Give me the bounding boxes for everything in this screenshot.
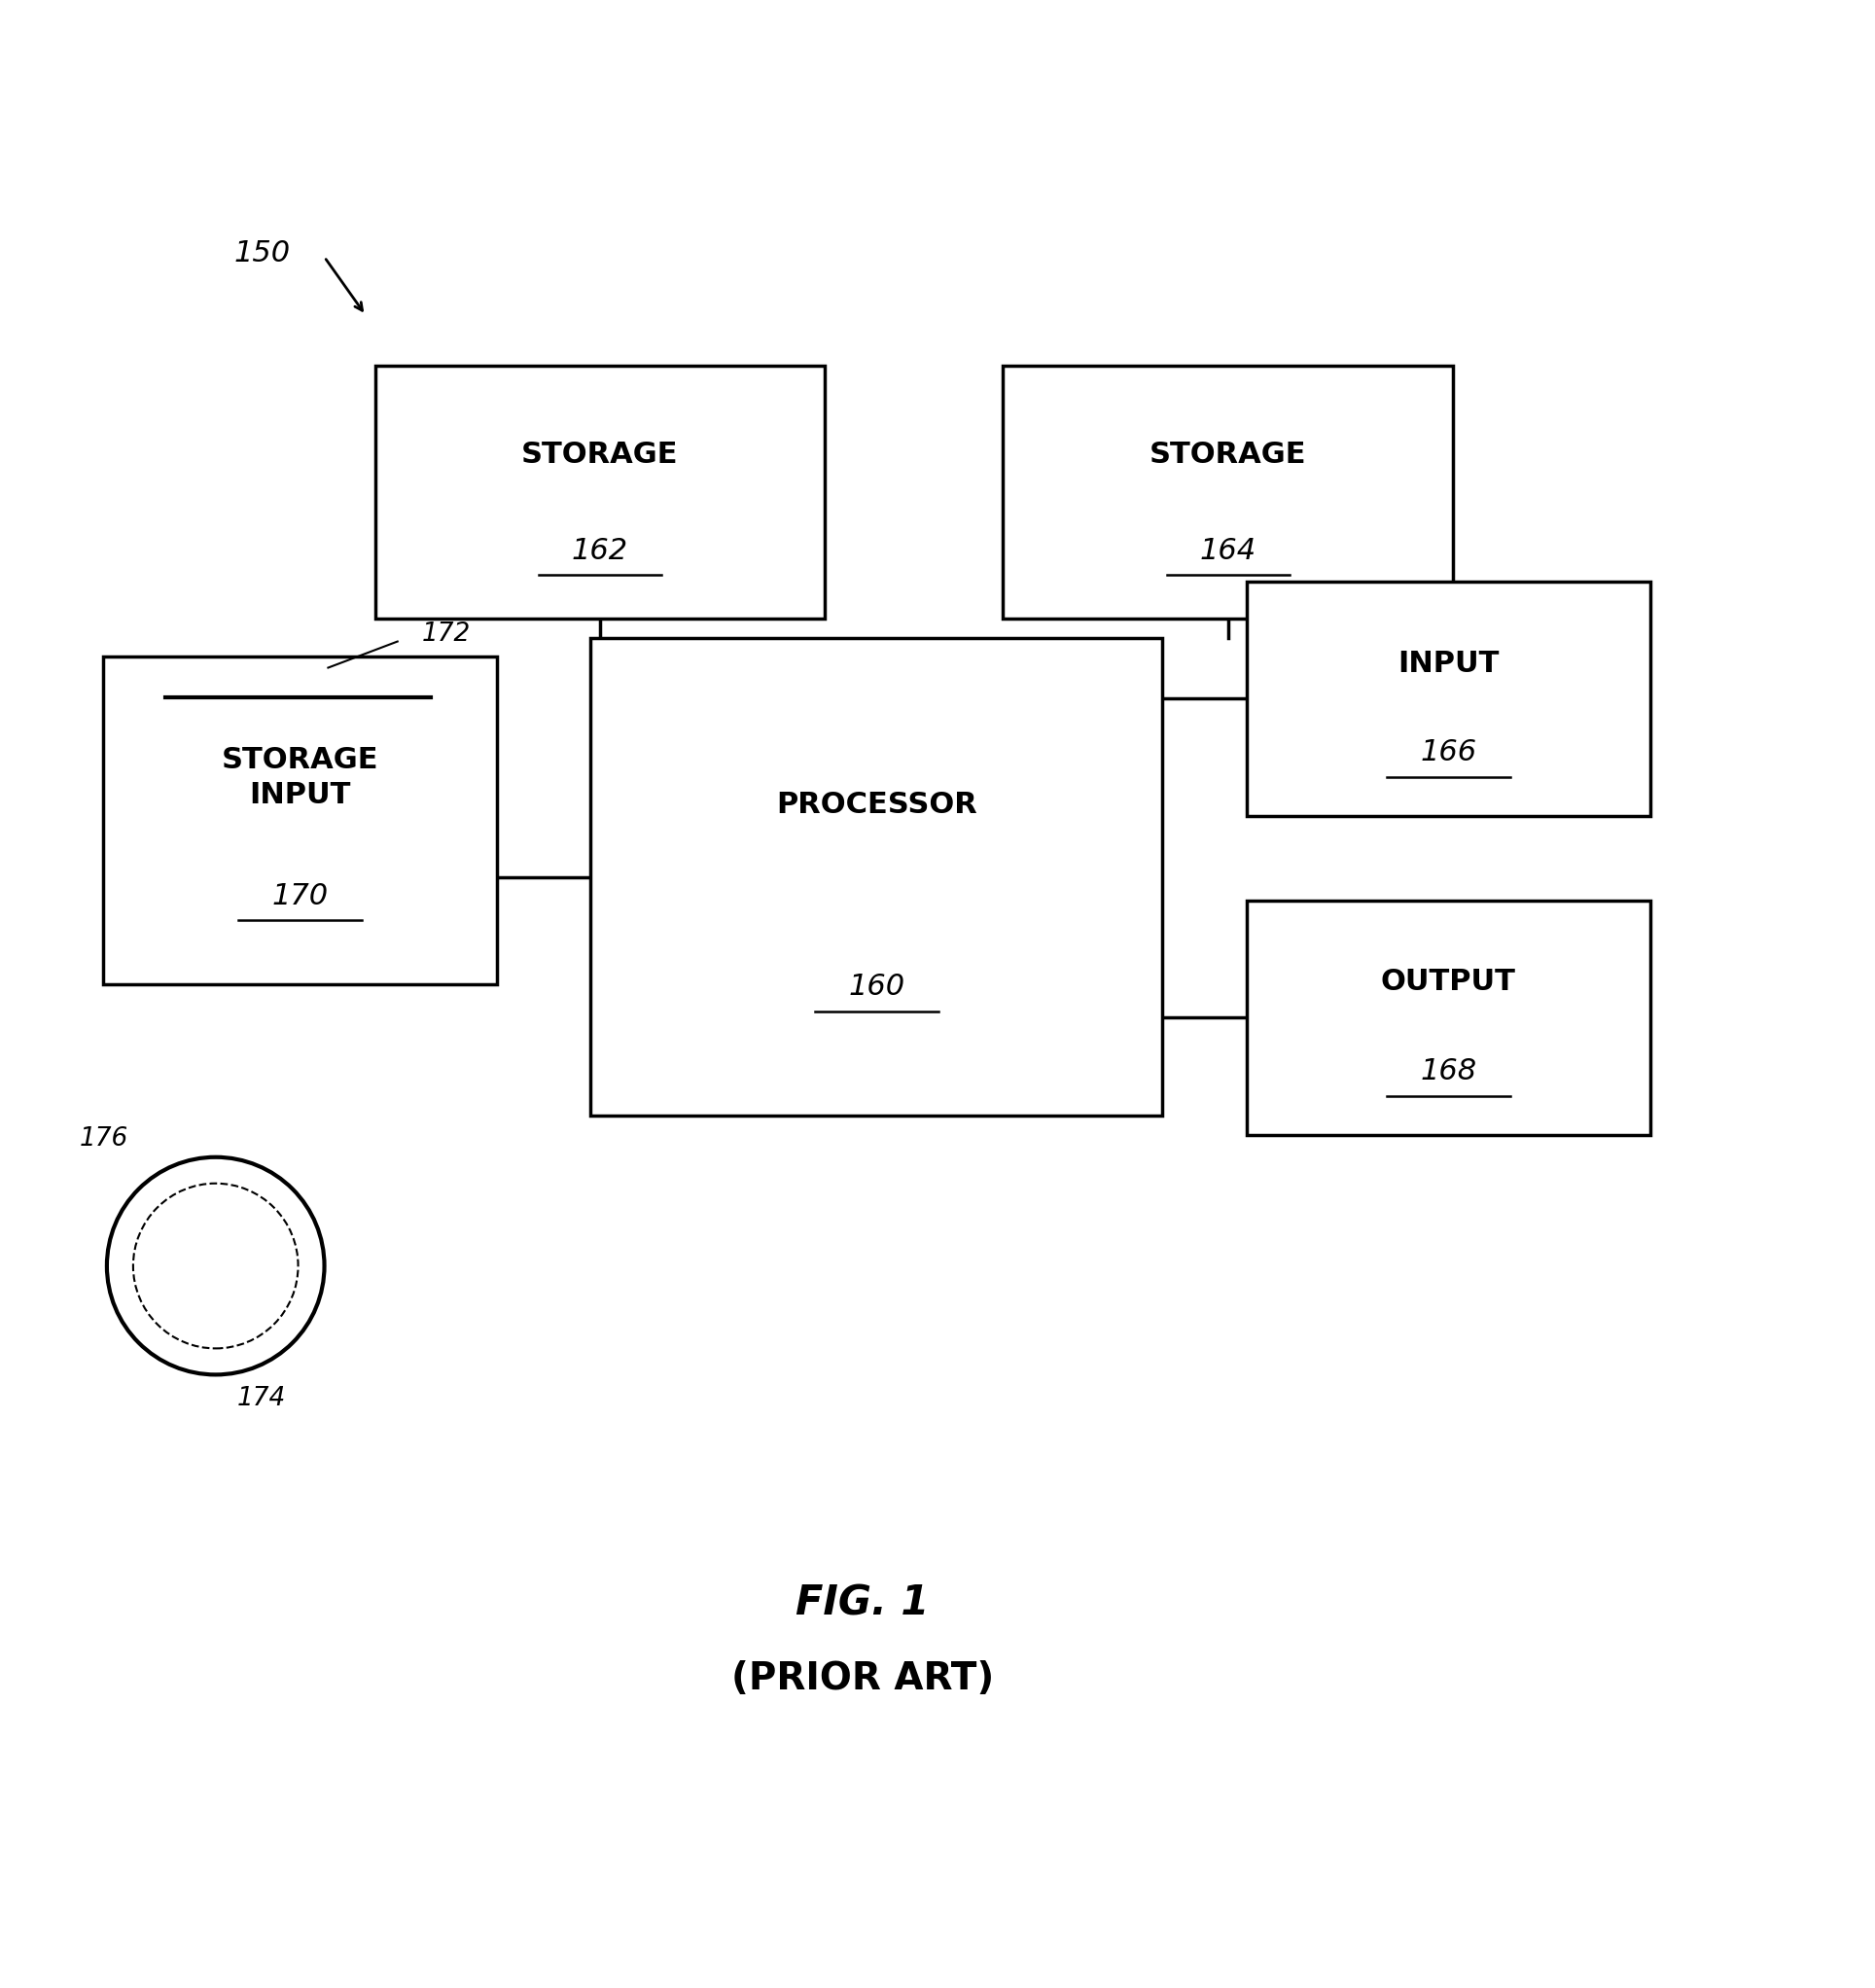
FancyBboxPatch shape [1247, 901, 1650, 1135]
Circle shape [133, 1183, 298, 1348]
Text: STORAGE: STORAGE [1149, 439, 1307, 469]
Text: PROCESSOR: PROCESSOR [776, 791, 977, 819]
FancyBboxPatch shape [375, 366, 825, 618]
Circle shape [107, 1157, 324, 1374]
Text: 170: 170 [272, 883, 328, 911]
Text: OUTPUT: OUTPUT [1380, 968, 1517, 996]
FancyBboxPatch shape [1247, 580, 1650, 815]
FancyBboxPatch shape [103, 656, 497, 984]
Text: STORAGE: STORAGE [521, 439, 679, 469]
Text: 174: 174 [238, 1386, 287, 1411]
Text: 164: 164 [1200, 537, 1256, 565]
FancyBboxPatch shape [591, 638, 1162, 1115]
Text: 168: 168 [1419, 1058, 1478, 1085]
Text: 160: 160 [848, 972, 906, 1000]
Text: STORAGE
INPUT: STORAGE INPUT [221, 746, 379, 809]
Text: 162: 162 [572, 537, 628, 565]
Text: 150: 150 [234, 239, 291, 268]
Text: INPUT: INPUT [1397, 650, 1500, 678]
Text: FIG. 1: FIG. 1 [795, 1582, 930, 1624]
Text: 176: 176 [81, 1127, 129, 1151]
Text: (PRIOR ART): (PRIOR ART) [731, 1660, 994, 1698]
FancyBboxPatch shape [1003, 366, 1453, 618]
Text: 172: 172 [422, 622, 471, 646]
Text: 166: 166 [1419, 738, 1478, 767]
